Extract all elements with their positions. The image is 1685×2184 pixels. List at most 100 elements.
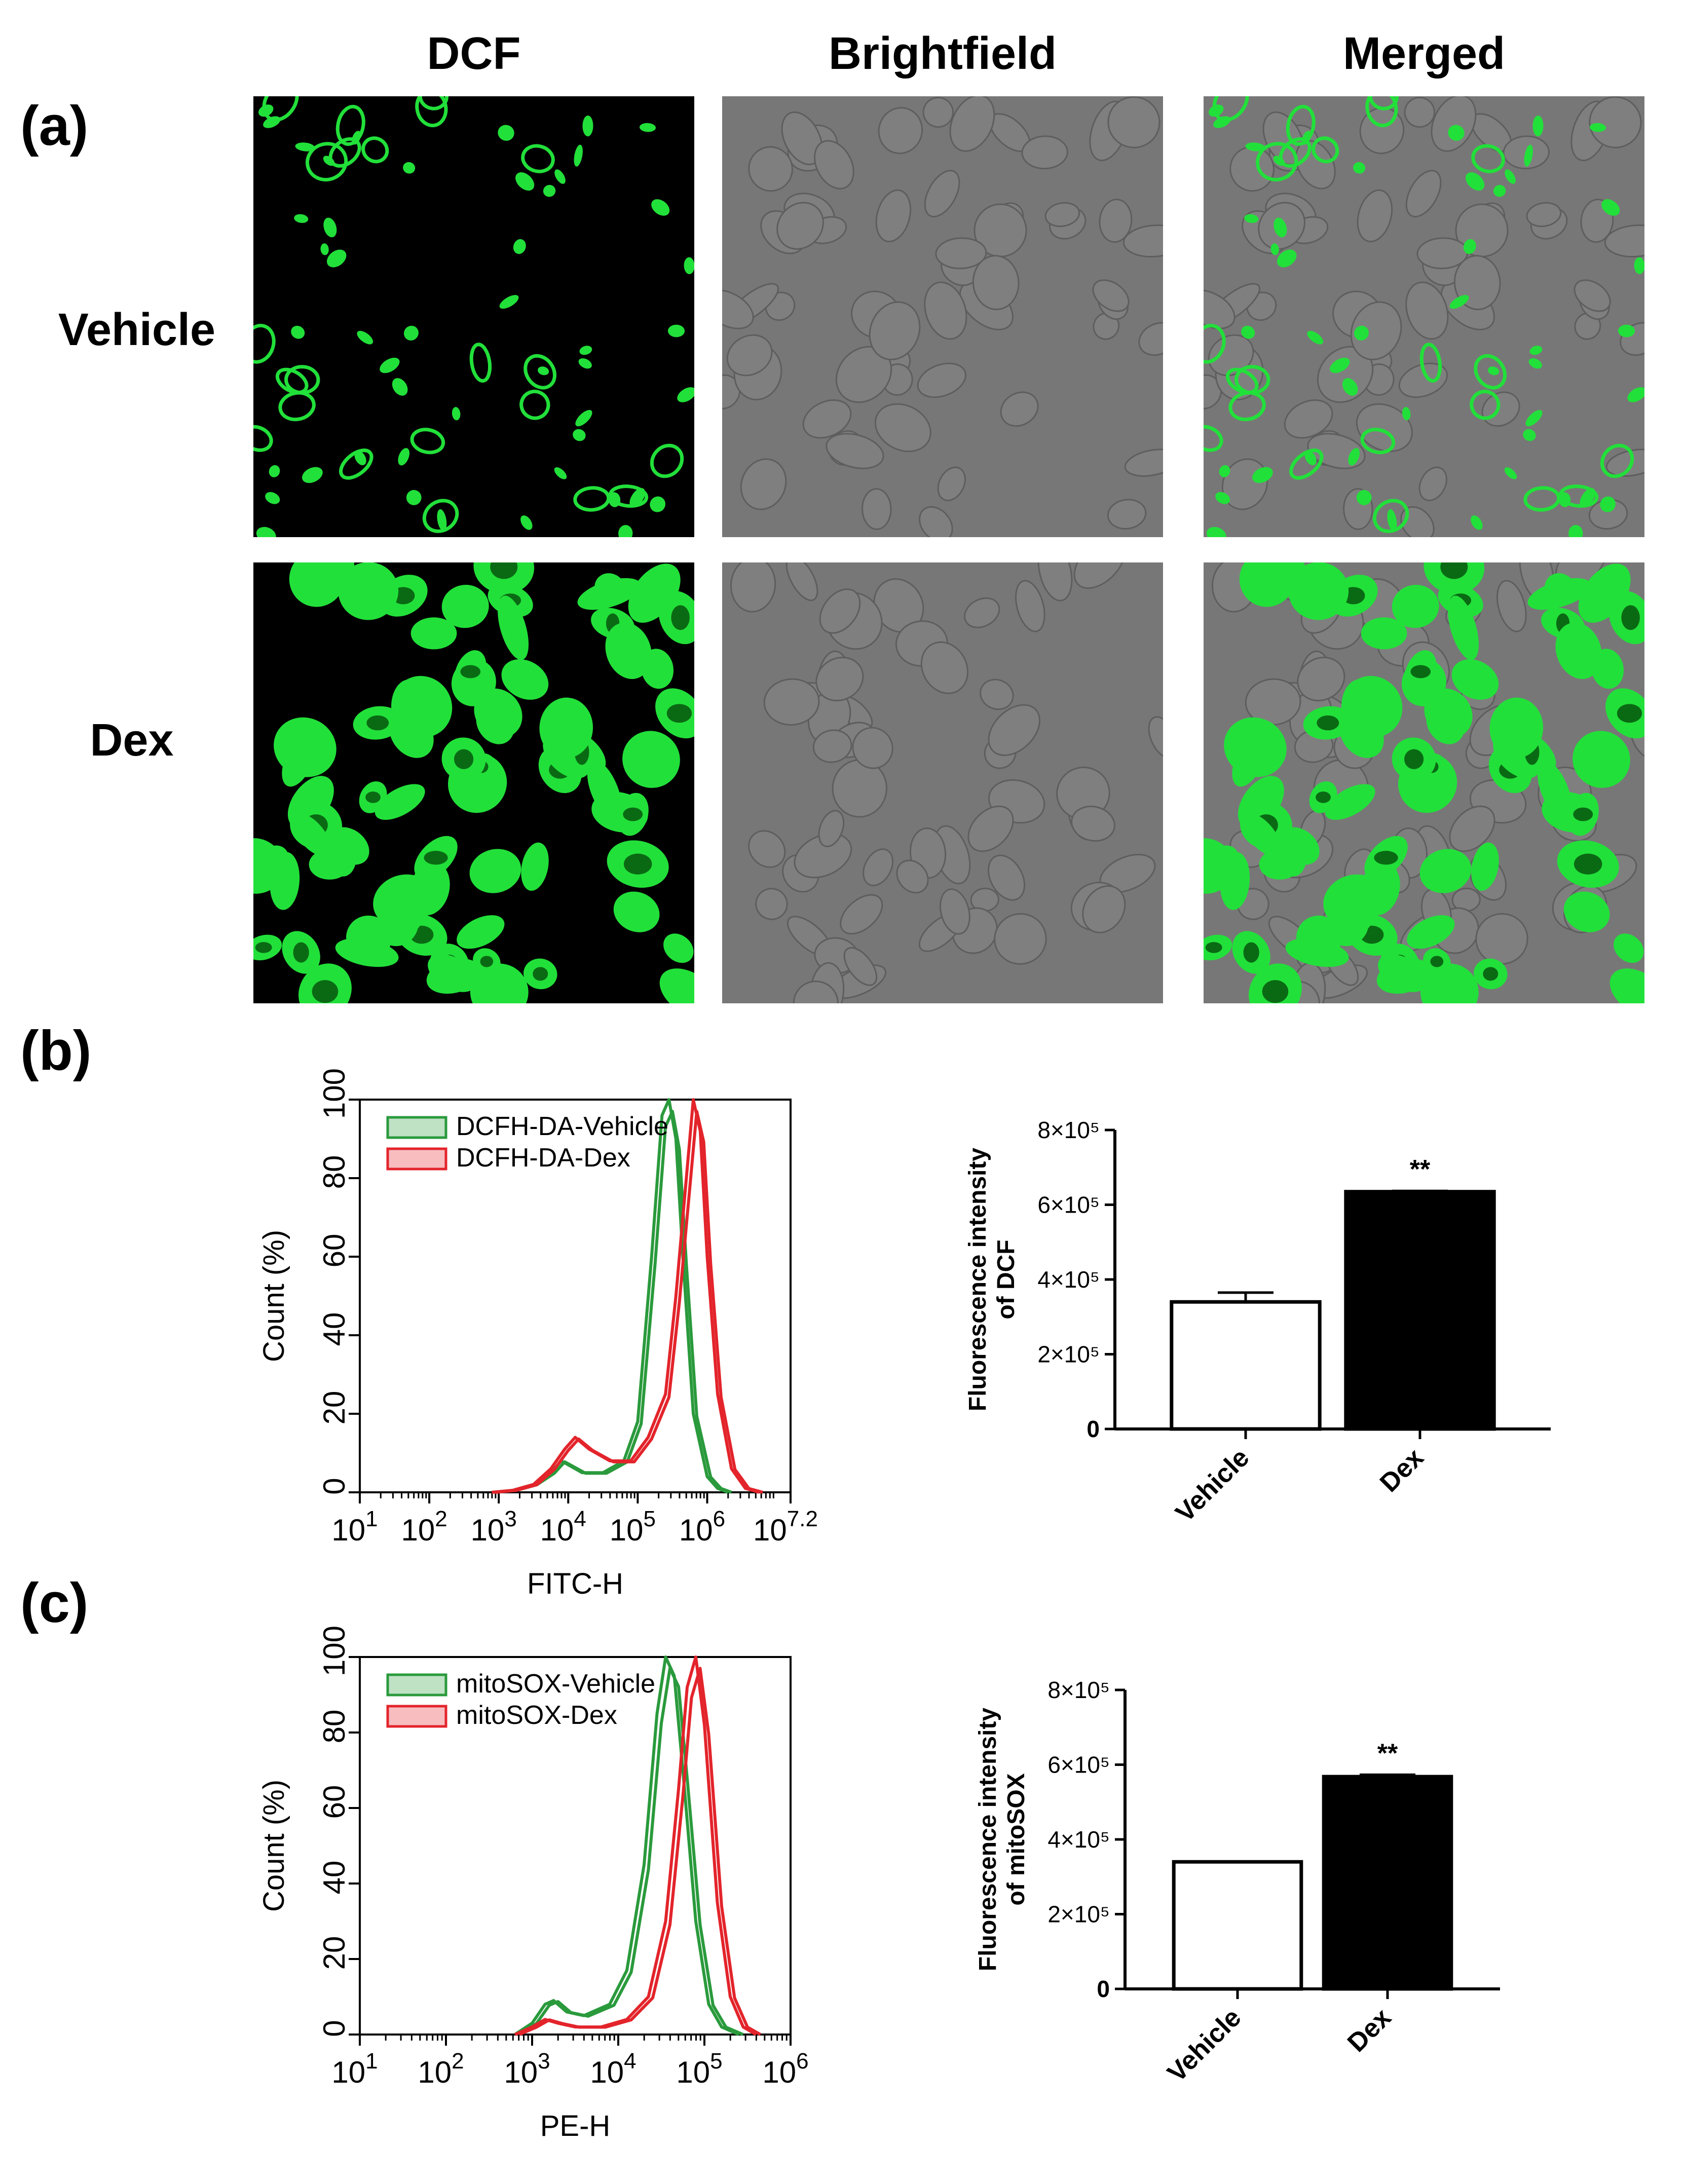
x-axis-label: PE-H: [540, 2110, 611, 2142]
cell-body: [309, 849, 350, 880]
cell-nucleus: [623, 807, 643, 821]
cell-nucleus: [1404, 749, 1424, 769]
cell-nucleus: [366, 715, 389, 731]
series-line-0: [514, 1655, 740, 2036]
legend-swatch: [386, 1116, 447, 1139]
cell-body: [295, 142, 315, 152]
cell-nucleus: [1621, 605, 1640, 630]
cell-body: [354, 450, 366, 466]
y-tick-label: 0: [317, 1478, 351, 1494]
cell-body: [1259, 849, 1300, 880]
x-tick-label: Dex: [1374, 1443, 1430, 1498]
micrograph-vehicle-brightfield: [722, 96, 1163, 537]
cell-body: [410, 617, 457, 650]
y-axis-label: Fluorescence intensityof mitoSOX: [975, 1708, 1030, 1971]
cell-body: [1239, 562, 1296, 607]
cell-body: [274, 717, 336, 777]
cell-body: [501, 659, 549, 700]
cell-outline: [1589, 96, 1642, 148]
cell-nucleus: [623, 853, 652, 875]
cell-nucleus: [490, 562, 518, 579]
cell-body: [1356, 489, 1372, 505]
cell-ring: [253, 323, 276, 364]
cell-body: [1387, 509, 1397, 531]
micrograph-vehicle-merged: [1204, 96, 1644, 537]
cell-body: [663, 933, 694, 963]
y-tick-label: 8×10⁵: [1037, 1117, 1100, 1143]
cell-outline: [1526, 202, 1562, 228]
micrograph-dex-dcf: [253, 562, 694, 1003]
cell-outline: [802, 399, 852, 439]
cell-body: [1219, 465, 1230, 477]
x-tick-label: Vehicle: [1170, 1443, 1255, 1528]
cell-body: [578, 358, 592, 369]
cell-body: [554, 169, 566, 184]
cell-body: [539, 697, 593, 759]
fluorescent-cells: [253, 96, 694, 537]
cell-body: [651, 199, 670, 216]
cell-ring: [1368, 96, 1399, 110]
cell-body: [1524, 144, 1533, 167]
cell-outline: [1124, 448, 1163, 477]
cell-body: [1307, 330, 1324, 345]
series-line-0: [495, 1110, 732, 1494]
cell-body: [1580, 488, 1596, 508]
cell-body: [1376, 958, 1432, 994]
x-tick-label: 101: [331, 1507, 378, 1547]
cell-body: [1220, 852, 1250, 910]
cell-outline: [1357, 189, 1393, 243]
cell-ring: [519, 390, 550, 420]
cell-ring: [1289, 448, 1324, 480]
cell-outline: [730, 562, 776, 613]
cell-ring: [1286, 104, 1316, 146]
cell-body: [1330, 357, 1350, 373]
cell-ring: [335, 104, 365, 146]
cell-nucleus: [1483, 967, 1499, 981]
cell-outline: [740, 458, 787, 510]
plot-frame: [359, 1656, 792, 2036]
legend-label: DCFH-DA-Vehicle: [456, 1112, 668, 1141]
cell-outline: [863, 848, 894, 886]
cell-outline: [1496, 580, 1527, 632]
series-line-1: [495, 1110, 763, 1494]
cell-nucleus: [312, 980, 339, 1003]
cell-body: [441, 585, 489, 628]
cell-body: [520, 515, 533, 530]
cell-outline: [1044, 202, 1080, 228]
cell-body: [622, 731, 680, 788]
cell-body: [1451, 659, 1499, 700]
cell-body: [437, 509, 447, 531]
cell-body: [1488, 366, 1500, 375]
significance-marker: **: [1410, 1155, 1431, 1184]
cell-body: [1304, 450, 1317, 466]
cell-outline: [1356, 403, 1413, 453]
cell-outline: [1245, 678, 1301, 726]
cell-nucleus: [480, 956, 494, 967]
cell-ring: [1471, 144, 1505, 173]
cell-ring: [1523, 486, 1561, 512]
cell-body: [1537, 760, 1572, 820]
cell-body: [1242, 813, 1281, 856]
cell-ring: [1204, 323, 1226, 364]
cell-body: [1471, 515, 1483, 530]
cell-outline: [818, 810, 845, 847]
x-tick-label: 106: [679, 1507, 725, 1547]
cell-ring: [278, 391, 316, 422]
cell-body: [515, 172, 535, 191]
cell-body: [469, 849, 521, 893]
cell-body: [521, 842, 549, 891]
micrograph-dex-brightfield: [722, 562, 1163, 1003]
cell-body: [554, 467, 567, 479]
cell-body: [320, 243, 329, 255]
x-tick-label: 104: [540, 1507, 586, 1547]
cell-body: [1463, 239, 1476, 254]
legend-swatch: [386, 1147, 447, 1171]
cell-body: [1402, 407, 1411, 421]
cell-body: [1419, 849, 1472, 893]
cell-ring: [1419, 343, 1442, 383]
cell-body: [291, 325, 305, 339]
cell-outline: [1000, 391, 1039, 427]
cell-outline: [785, 562, 818, 601]
